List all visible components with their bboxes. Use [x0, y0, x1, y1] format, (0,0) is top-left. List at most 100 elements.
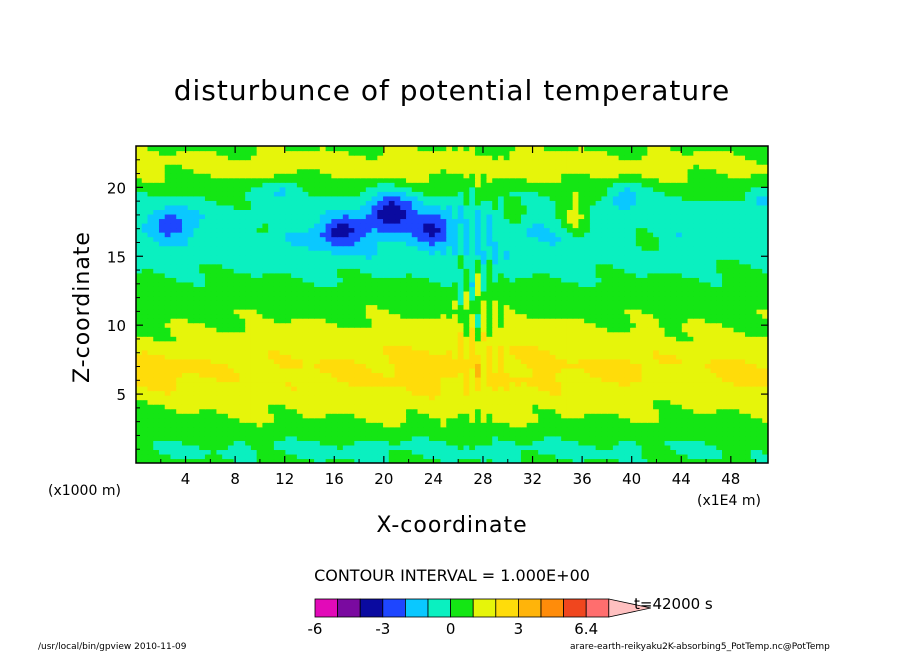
- field-cell: [532, 281, 539, 287]
- field-cell: [526, 295, 534, 301]
- field-cell: [181, 381, 189, 387]
- field-cell: [693, 313, 700, 319]
- field-cell: [222, 363, 229, 369]
- field-cell: [578, 286, 585, 292]
- field-cell: [612, 381, 620, 387]
- field-cell: [204, 363, 212, 369]
- field-cell: [647, 458, 654, 463]
- field-cell: [164, 322, 172, 328]
- field-cell: [365, 295, 373, 301]
- field-cell: [153, 254, 160, 260]
- field-cell: [153, 376, 160, 383]
- field-cell: [256, 295, 263, 301]
- field-cell: [400, 440, 407, 446]
- field-cell: [141, 426, 149, 432]
- field-cell: [710, 417, 717, 423]
- field-cell: [406, 340, 413, 346]
- field-cell: [670, 381, 677, 387]
- field-cell: [716, 426, 723, 432]
- field-cell: [153, 295, 160, 301]
- field-cell: [595, 272, 602, 278]
- field-cell: [314, 358, 321, 364]
- field-cell: [612, 390, 620, 396]
- field-cell: [222, 331, 229, 337]
- field-cell: [543, 313, 551, 319]
- field-cell: [538, 281, 545, 287]
- field-cell: [750, 309, 758, 315]
- field-cell: [733, 318, 740, 324]
- field-cell: [670, 290, 677, 297]
- field-cell: [630, 390, 637, 396]
- field-cell: [653, 449, 660, 455]
- field-cell: [239, 286, 246, 292]
- field-cell: [371, 272, 378, 278]
- field-cell: [687, 440, 694, 446]
- field-cell: [227, 327, 235, 333]
- field-cell: [670, 399, 677, 405]
- field-cell: [429, 408, 436, 414]
- field-cell: [647, 281, 654, 287]
- field-cell: [658, 309, 666, 315]
- field-cell: [319, 372, 327, 378]
- field-cell: [354, 336, 361, 342]
- field-cell: [446, 376, 453, 383]
- field-cell: [526, 318, 534, 324]
- field-cell: [589, 395, 597, 401]
- field-cell: [222, 345, 229, 351]
- field-cell: [469, 281, 476, 287]
- field-cell: [377, 268, 384, 274]
- field-cell: [302, 426, 309, 432]
- field-cell: [377, 272, 384, 278]
- field-cell: [199, 259, 206, 265]
- field-cell: [388, 404, 396, 410]
- field-cell: [268, 376, 275, 383]
- field-cell: [164, 422, 172, 428]
- field-cell: [273, 413, 281, 419]
- field-cell: [492, 281, 499, 287]
- field-cell: [181, 281, 189, 287]
- field-cell: [538, 313, 545, 319]
- field-cell: [474, 259, 482, 265]
- field-cell: [411, 281, 419, 287]
- field-cell: [532, 286, 539, 292]
- field-cell: [733, 376, 740, 383]
- field-cell: [710, 453, 717, 460]
- field-cell: [383, 458, 390, 463]
- field-cell: [745, 444, 752, 451]
- field-cell: [377, 440, 384, 446]
- field-cell: [210, 431, 218, 437]
- field-cell: [549, 417, 557, 423]
- field-cell: [676, 435, 683, 441]
- field-cell: [377, 408, 384, 414]
- field-cell: [681, 372, 689, 378]
- field-cell: [158, 354, 166, 360]
- field-cell: [440, 290, 447, 297]
- field-cell: [630, 327, 637, 333]
- field-cell: [578, 404, 585, 410]
- field-cell: [170, 417, 177, 423]
- field-cell: [227, 340, 235, 346]
- field-cell: [526, 440, 534, 446]
- field-cell: [750, 435, 758, 441]
- field-cell: [716, 309, 723, 315]
- field-cell: [750, 268, 758, 274]
- field-cell: [383, 367, 390, 374]
- field-cell: [262, 313, 269, 319]
- field-cell: [170, 458, 177, 463]
- field-cell: [497, 431, 505, 437]
- field-cell: [291, 281, 298, 287]
- field-cell: [360, 417, 367, 423]
- field-cell: [406, 331, 413, 337]
- field-cell: [452, 295, 459, 301]
- field-cell: [704, 318, 712, 324]
- field-cell: [170, 381, 177, 387]
- field-cell: [641, 440, 648, 446]
- field-cell: [181, 295, 189, 301]
- field-cell: [756, 426, 763, 432]
- field-cell: [170, 404, 177, 410]
- field-cell: [147, 263, 154, 269]
- field-cell: [245, 268, 252, 274]
- field-cell: [434, 272, 442, 278]
- field-cell: [348, 440, 355, 446]
- field-cell: [664, 399, 671, 405]
